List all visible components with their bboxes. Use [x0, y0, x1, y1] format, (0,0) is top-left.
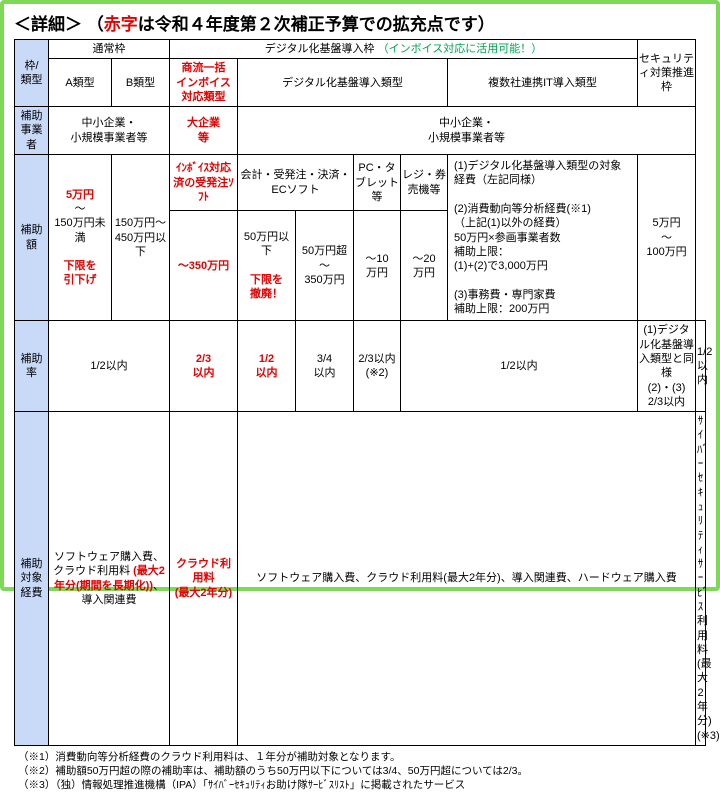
taisho-shoryu: クラウド利用料(最大2年分) [170, 412, 238, 746]
hdr-digital-rui: デジタル化基盤導入類型 [238, 59, 448, 107]
hojogaku-multi: (1)デジタル化基盤導入類型の対象経費（左記同様）(2)消費動向等分析経費(※1… [448, 155, 638, 321]
hojoritsu-pcregi: 1/2以内 [401, 321, 638, 412]
hojogaku-a-mid: 150万円未満 [54, 217, 105, 243]
hojogaku-a-top: 5万円 [66, 189, 94, 201]
hdr-b: B類型 [112, 59, 170, 107]
hojoritsu-sec: 1/2以内 [696, 321, 706, 412]
hdr-shoryu: 商流一括インボイス対応類型 [170, 59, 238, 107]
title-rest: は令和４年度第２次補正予算での拡充点です） [138, 15, 495, 34]
hojoritsu-d1: 1/2以内 [238, 321, 296, 412]
note-3: （※3）（独）情報処理推進機構（IPA）「ｻｲﾊﾞｰｾｷｭﾘﾃｨお助け隊ｻｰﾋﾞ… [18, 778, 706, 792]
title-prefix: ＜詳細＞ [14, 15, 82, 34]
hojoritsu-d2b: 2/3以内(※2) [354, 321, 401, 412]
row-taisho: 補助対象経費 [15, 412, 49, 746]
title-paren: （ [87, 15, 104, 34]
hdr-digital: デジタル化基盤導入枠 （インボイス対応に活用可能！） [170, 40, 638, 59]
hojogaku-b: 150万円～450万円以下 [112, 155, 170, 321]
hojogaku-pc: ～10万円 [354, 211, 401, 321]
jigyosha-chusho: 中小企業・小規模事業者等 [49, 107, 170, 155]
row-hojoritsu: 補助率 [15, 321, 49, 412]
title-red: 赤字 [104, 15, 138, 34]
hojogaku-sec: 5万円～100万円 [638, 155, 696, 321]
hdr-security: セキュリティ対策推進枠 [638, 40, 696, 107]
hdr-multi: 複数社連携IT導入類型 [448, 59, 638, 107]
hdr-waku: 枠/類型 [15, 40, 49, 107]
hojogaku-a: 5万円 ～ 150万円未満 下限を引下げ [49, 155, 112, 321]
note-2: （※2）補助額50万円超の際の補助率は、補助額のうち50万円以下については3/4… [18, 764, 706, 778]
hojogaku-regi: ～20万円 [401, 211, 448, 321]
note-1: （※1）消費動向等分析経費のクラウド利用料は、１年分が補助対象となります。 [18, 750, 706, 764]
main-table: 枠/類型 通常枠 デジタル化基盤導入枠 （インボイス対応に活用可能！） セキュリ… [14, 39, 706, 746]
row-jigyosha: 補助事業者 [15, 107, 49, 155]
hojogaku-kaikei: 会計・受発注・決済・ECソフト [238, 155, 354, 211]
hojogaku-d1: 50万円以下 下限を撤廃！ [238, 211, 296, 321]
hojoritsu-shoryu: 2/3以内 [170, 321, 238, 412]
row-hojogaku: 補助額 [15, 155, 49, 321]
hojoritsu-multi: (1)デジタル化基盤導入類型と同様(2)・(3) 2/3以内 [638, 321, 696, 412]
footnotes: （※1）消費動向等分析経費のクラウド利用料は、１年分が補助対象となります。 （※… [14, 750, 706, 792]
hojogaku-d1-note: 下限を撤廃！ [250, 274, 283, 300]
page-title: ＜詳細＞ （赤字は令和４年度第２次補正予算での拡充点です） [14, 10, 706, 35]
taisho-sec: ｻｲﾊﾞｰｾｷｭﾘﾃｨｻｰﾋﾞｽ利用料(最大2年分)(※3) [696, 412, 706, 746]
hdr-tsujo: 通常枠 [49, 40, 170, 59]
taisho-digital: ソフトウェア購入費、クラウド利用料(最大2年分)、導入関連費、ハードウェア購入費 [238, 412, 696, 746]
taisho-ab: ソフトウェア購入費、クラウド利用料 (最大2年分(期間を長期化))、導入関連費 [49, 412, 170, 746]
hojogaku-shoryu-top: ｲﾝﾎﾞｲｽ対応済の受発注ｿﾌﾄ [170, 155, 238, 211]
hojogaku-shoryu-amt: ～350万円 [170, 211, 238, 321]
hdr-digital-text: デジタル化基盤導入枠 [265, 43, 375, 55]
jigyosha-daikigyo: 大企業等 [170, 107, 238, 155]
hojogaku-regi-hdr: レジ・券売機等 [401, 155, 448, 211]
hdr-invoice-note: （インボイス対応に活用可能！） [378, 43, 543, 55]
hojogaku-a-bottom: 下限を引下げ [64, 260, 97, 286]
hdr-a: A類型 [49, 59, 112, 107]
hojogaku-pc-hdr: PC・タブレット等 [354, 155, 401, 211]
hojoritsu-ab: 1/2以内 [49, 321, 170, 412]
hojogaku-d1-amt: 50万円以下 [244, 231, 289, 257]
hojogaku-a-tilde: ～ [75, 203, 86, 215]
jigyosha-chusho2: 中小企業・小規模事業者等 [238, 107, 696, 155]
page-frame: ＜詳細＞ （赤字は令和４年度第２次補正予算での拡充点です） 枠/類型 通常枠 デ… [0, 0, 720, 591]
hojoritsu-d2a: 3/4以内 [296, 321, 354, 412]
hojogaku-d2: 50万円超～350万円 [296, 211, 354, 321]
